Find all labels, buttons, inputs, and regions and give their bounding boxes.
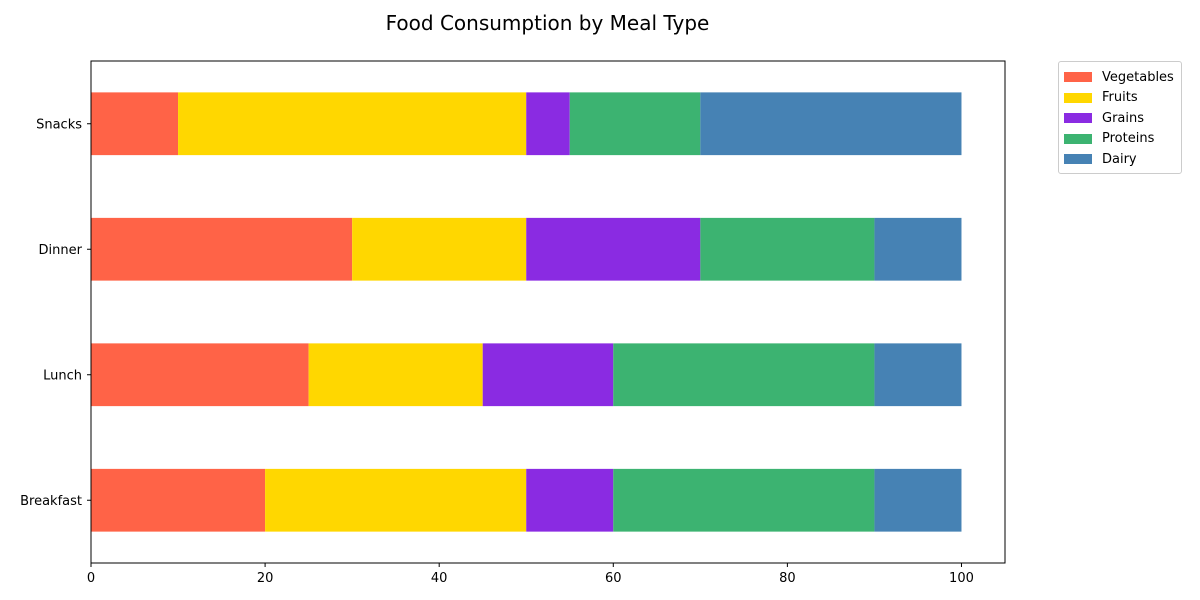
bar-breakfast-fruits [265, 468, 527, 532]
legend-label-fruits: Fruits [1102, 90, 1138, 106]
x-tick-label-20: 20 [257, 571, 274, 586]
legend-label-dairy: Dairy [1102, 151, 1137, 167]
bar-dinner-grains [526, 217, 701, 281]
y-tick-label-lunch: Lunch [43, 368, 82, 383]
chart-title: Food Consumption by Meal Type [385, 11, 710, 35]
bar-dinner-dairy [874, 217, 962, 281]
bar-lunch-grains [482, 343, 614, 407]
bar-dinner-proteins [700, 217, 875, 281]
bar-dinner-vegetables [91, 217, 353, 281]
legend-item-fruits: Fruits [1059, 88, 1181, 109]
legend-item-dairy: Dairy [1059, 149, 1181, 170]
legend-item-proteins: Proteins [1059, 129, 1181, 150]
x-tick-label-40: 40 [431, 571, 448, 586]
bar-breakfast-grains [526, 468, 614, 532]
bar-snacks-proteins [569, 92, 701, 156]
x-tick-label-100: 100 [949, 571, 974, 586]
bar-breakfast-proteins [613, 468, 875, 532]
bar-snacks-dairy [700, 92, 962, 156]
legend-swatch-grains [1064, 113, 1092, 124]
legend-swatch-vegetables [1064, 72, 1092, 83]
legend-item-vegetables: Vegetables [1059, 67, 1181, 88]
x-tick-label-0: 0 [87, 571, 95, 586]
bar-snacks-vegetables [91, 92, 179, 156]
legend-swatch-fruits [1064, 92, 1092, 103]
bar-dinner-fruits [352, 217, 527, 281]
bar-lunch-proteins [613, 343, 875, 407]
x-tick-label-60: 60 [605, 571, 622, 586]
bar-snacks-fruits [178, 92, 527, 156]
plot-frame [90, 60, 1006, 564]
legend-label-vegetables: Vegetables [1102, 69, 1174, 85]
y-tick-label-breakfast: Breakfast [20, 494, 82, 509]
bar-lunch-fruits [308, 343, 483, 407]
bar-lunch-vegetables [91, 343, 309, 407]
x-tick-label-80: 80 [779, 571, 796, 586]
y-tick-label-dinner: Dinner [39, 243, 83, 258]
bar-lunch-dairy [874, 343, 962, 407]
legend-item-grains: Grains [1059, 108, 1181, 129]
bar-snacks-grains [526, 92, 570, 156]
legend-label-proteins: Proteins [1102, 131, 1155, 147]
legend-swatch-proteins [1064, 133, 1092, 144]
legend-label-grains: Grains [1102, 110, 1145, 126]
legend-swatch-dairy [1064, 154, 1092, 165]
bar-breakfast-vegetables [91, 468, 266, 532]
bar-breakfast-dairy [874, 468, 962, 532]
chart-legend: Vegetables Fruits Grains Proteins Dairy [1058, 61, 1182, 174]
y-tick-label-snacks: Snacks [36, 117, 82, 132]
